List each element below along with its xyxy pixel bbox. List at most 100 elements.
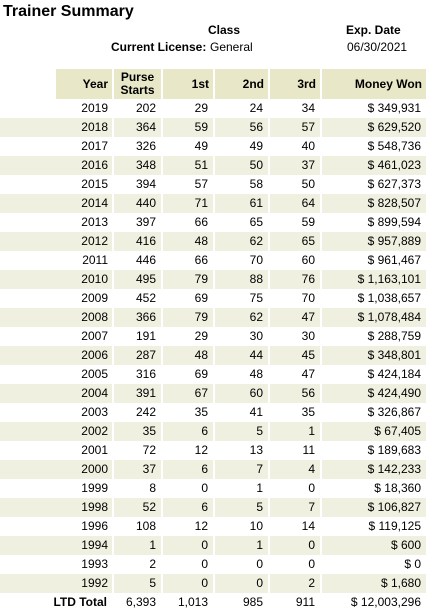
class-label: Class [208, 23, 241, 37]
cell-purse-starts: 35 [113, 422, 163, 441]
cell-3rd: 1 [269, 422, 322, 441]
cell-1st: 0 [162, 479, 215, 498]
cell-year: 2007 [0, 327, 114, 346]
table-row: 2004 391 67 60 56 $ 424,490 [0, 384, 428, 403]
cell-3rd: 40 [269, 137, 322, 156]
table-row: 2006 287 48 44 45 $ 348,801 [0, 346, 428, 365]
cell-3rd: 4 [269, 460, 322, 479]
cell-money-won: $ 424,184 [321, 365, 428, 384]
cell-3rd: 60 [269, 251, 322, 270]
cell-year: 1994 [0, 536, 114, 555]
cell-year: 1999 [0, 479, 114, 498]
table-row: 2015 394 57 58 50 $ 627,373 [0, 175, 428, 194]
cell-purse-starts: 52 [113, 498, 163, 517]
cell-2nd: 5 [214, 422, 270, 441]
cell-3rd: 70 [269, 289, 322, 308]
cell-3rd: 76 [269, 270, 322, 289]
cell-purse-starts: 440 [113, 194, 163, 213]
cell-3rd: 50 [269, 175, 322, 194]
cell-money-won: $ 326,867 [321, 403, 428, 422]
cell-year: 2016 [0, 156, 114, 175]
cell-money-won: $ 627,373 [321, 175, 428, 194]
cell-purse-starts: 191 [113, 327, 163, 346]
table-row: 2007 191 29 30 30 $ 288,759 [0, 327, 428, 346]
table-row: 2014 440 71 61 64 $ 828,507 [0, 194, 428, 213]
cell-money-won: $ 189,683 [321, 441, 428, 460]
cell-year: 2003 [0, 403, 114, 422]
cell-2nd: 70 [214, 251, 270, 270]
cell-purse-starts: 495 [113, 270, 163, 289]
cell-3rd: 0 [269, 479, 322, 498]
cell-year: 2018 [0, 118, 114, 137]
cell-3rd: 30 [269, 327, 322, 346]
cell-year: 2012 [0, 232, 114, 251]
table-row: 2010 495 79 88 76 $ 1,163,101 [0, 270, 428, 289]
cell-3rd: 37 [269, 156, 322, 175]
cell-1st: 48 [162, 346, 215, 365]
cell-year: 2019 [0, 99, 114, 118]
cell-2nd: 13 [214, 441, 270, 460]
cell-money-won: $ 18,360 [321, 479, 428, 498]
current-license-value: General [210, 40, 253, 54]
cell-purse-starts: 316 [113, 365, 163, 384]
exp-date-label: Exp. Date [346, 23, 401, 37]
cell-2nd: 62 [214, 308, 270, 327]
cell-1st: 66 [162, 213, 215, 232]
cell-2nd: 24 [214, 99, 270, 118]
cell-1st: 6 [162, 498, 215, 517]
total-2nd: 985 [214, 593, 270, 612]
cell-money-won: $ 424,490 [321, 384, 428, 403]
cell-2nd: 75 [214, 289, 270, 308]
cell-1st: 12 [162, 441, 215, 460]
cell-year: 2013 [0, 213, 114, 232]
cell-year: 1996 [0, 517, 114, 536]
cell-1st: 6 [162, 460, 215, 479]
cell-purse-starts: 287 [113, 346, 163, 365]
cell-year: 2014 [0, 194, 114, 213]
cell-purse-starts: 446 [113, 251, 163, 270]
cell-1st: 29 [162, 327, 215, 346]
cell-purse-starts: 5 [113, 574, 163, 593]
cell-purse-starts: 326 [113, 137, 163, 156]
cell-3rd: 11 [269, 441, 322, 460]
cell-money-won: $ 119,125 [321, 517, 428, 536]
cell-money-won: $ 0 [321, 555, 428, 574]
cell-purse-starts: 348 [113, 156, 163, 175]
cell-2nd: 56 [214, 118, 270, 137]
cell-3rd: 35 [269, 403, 322, 422]
exp-date-value: 06/30/2021 [347, 40, 408, 54]
cell-3rd: 47 [269, 365, 322, 384]
cell-2nd: 58 [214, 175, 270, 194]
cell-1st: 35 [162, 403, 215, 422]
cell-2nd: 41 [214, 403, 270, 422]
table-row: 2005 316 69 48 47 $ 424,184 [0, 365, 428, 384]
cell-3rd: 45 [269, 346, 322, 365]
cell-1st: 69 [162, 289, 215, 308]
cell-year: 1993 [0, 555, 114, 574]
table-row: 2008 366 79 62 47 $ 1,078,484 [0, 308, 428, 327]
cell-purse-starts: 37 [113, 460, 163, 479]
table-row: 1998 52 6 5 7 $ 106,827 [0, 498, 428, 517]
cell-1st: 29 [162, 99, 215, 118]
cell-purse-starts: 72 [113, 441, 163, 460]
cell-purse-starts: 366 [113, 308, 163, 327]
cell-2nd: 65 [214, 213, 270, 232]
cell-money-won: $ 957,889 [321, 232, 428, 251]
cell-year: 2015 [0, 175, 114, 194]
trainer-summary-table: Year Purse Starts 1st 2nd 3rd Money Won … [0, 69, 428, 612]
cell-money-won: $ 600 [321, 536, 428, 555]
cell-money-won: $ 348,801 [321, 346, 428, 365]
table-row: 2019 202 29 24 34 $ 349,931 [0, 99, 428, 118]
cell-2nd: 30 [214, 327, 270, 346]
cell-1st: 79 [162, 270, 215, 289]
cell-3rd: 14 [269, 517, 322, 536]
cell-1st: 69 [162, 365, 215, 384]
cell-1st: 67 [162, 384, 215, 403]
header-2nd: 2nd [214, 69, 270, 99]
cell-2nd: 62 [214, 232, 270, 251]
total-label: LTD Total [0, 593, 114, 612]
cell-purse-starts: 391 [113, 384, 163, 403]
table-row: 2001 72 12 13 11 $ 189,683 [0, 441, 428, 460]
cell-purse-starts: 242 [113, 403, 163, 422]
cell-1st: 66 [162, 251, 215, 270]
